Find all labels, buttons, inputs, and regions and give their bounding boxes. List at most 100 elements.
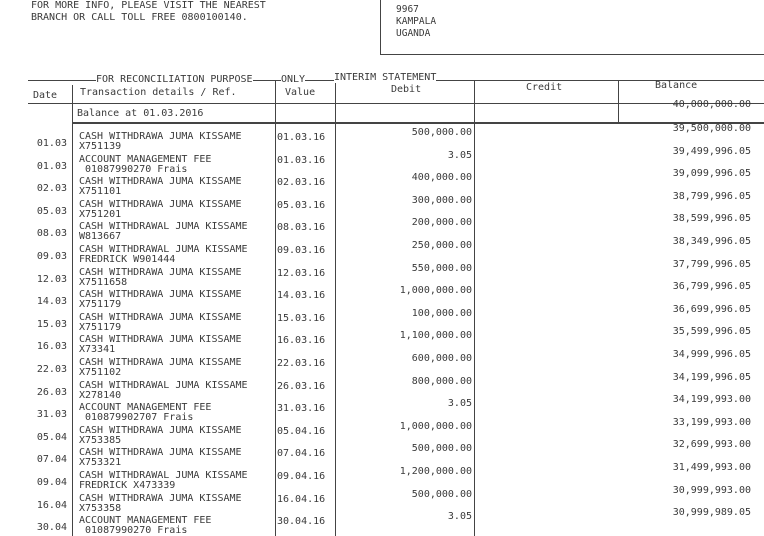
- row-value-date: 08.03.16: [277, 222, 326, 234]
- row-details: CASH WITHDRAWA JUMA KISSAME: [79, 357, 242, 368]
- header-details: Transaction details / Ref.: [80, 87, 237, 98]
- row-reference: 01087990270 Frais: [79, 525, 188, 536]
- row-debit: 800,000.00: [411, 375, 472, 387]
- row-details: CASH WITHDRAWA JUMA KISSAME: [79, 334, 242, 346]
- row-reference: X73341: [79, 344, 116, 356]
- row-debit: 600,000.00: [411, 353, 472, 364]
- row-debit: 200,000.00: [411, 217, 472, 229]
- row-debit: 3.05: [447, 149, 472, 161]
- row-debit: 400,000.00: [411, 172, 472, 184]
- row-debit: 250,000.00: [411, 240, 472, 251]
- row-balance: 33,199,993.00: [672, 416, 751, 428]
- row-reference: X751179: [79, 299, 122, 311]
- rule: [72, 122, 764, 124]
- row-debit: 3.05: [447, 511, 472, 523]
- row-balance: 39,499,996.05: [672, 145, 751, 157]
- row-balance: 38,799,996.05: [672, 190, 751, 202]
- row-debit: 1,000,000.00: [399, 285, 472, 297]
- row-value-date: 16.03.16: [277, 335, 326, 347]
- row-details: CASH WITHDRAWA JUMA KISSAME: [79, 447, 242, 459]
- row-reference: FREDRICK W901444: [79, 254, 176, 265]
- row-date: 22.03: [36, 364, 67, 375]
- row-details: ACCOUNT MANAGEMENT FEE: [79, 402, 212, 414]
- row-debit: 1,200,000.00: [399, 466, 472, 477]
- row-date: 09.04: [36, 477, 67, 488]
- row-date: 31.03: [36, 409, 67, 421]
- column-divider: [72, 85, 73, 536]
- row-date: 26.03: [36, 386, 67, 398]
- row-details: CASH WITHDRAWA JUMA KISSAME: [79, 131, 242, 142]
- banner: INTERIM STATEMENT: [334, 72, 437, 83]
- header-credit: Credit: [526, 82, 563, 93]
- row-date: 15.03: [36, 318, 67, 330]
- header-balance: Balance: [655, 80, 698, 91]
- address-line: UGANDA: [396, 28, 431, 39]
- row-value-date: 02.03.16: [277, 177, 326, 189]
- row-details: ACCOUNT MANAGEMENT FEE: [79, 153, 212, 165]
- header-debit: Debit: [391, 84, 422, 95]
- row-reference: X751201: [79, 208, 122, 220]
- row-debit: 300,000.00: [411, 194, 472, 206]
- row-date: 16.04: [36, 499, 67, 511]
- row-date: 08.03: [36, 228, 67, 240]
- row-date: 09.03: [36, 251, 67, 262]
- row-balance: 30,999,989.05: [672, 507, 751, 519]
- row-balance: 36,699,996.05: [672, 303, 751, 315]
- address-line: 9967: [396, 4, 419, 15]
- header-value: Value: [285, 87, 316, 98]
- row-value-date: 07.04.16: [277, 448, 326, 460]
- banner: FOR RECONCILIATION PURPOSE: [96, 74, 253, 85]
- row-debit: 100,000.00: [411, 307, 472, 319]
- row-details: CASH WITHDRAWAL JUMA KISSAME: [79, 470, 248, 481]
- row-reference: X751101: [79, 186, 122, 198]
- row-reference: X7511658: [79, 276, 128, 288]
- info-notice: FOR MORE INFO, PLEASE VISIT THE NEAREST B…: [31, 0, 266, 24]
- row-date: 30.04: [36, 522, 67, 534]
- row-value-date: 26.03.16: [277, 380, 326, 392]
- row-details: CASH WITHDRAWA JUMA KISSAME: [79, 198, 242, 210]
- row-reference: X751102: [79, 367, 122, 378]
- row-balance: 39,500,000.00: [672, 123, 751, 134]
- row-balance: 38,599,996.05: [672, 213, 751, 225]
- row-details: CASH WITHDRAWA JUMA KISSAME: [79, 424, 242, 436]
- row-value-date: 05.04.16: [277, 425, 326, 437]
- row-details: CASH WITHDRAWA JUMA KISSAME: [79, 266, 242, 278]
- row-value-date: 30.04.16: [277, 516, 326, 528]
- row-balance: 34,999,996.05: [672, 349, 751, 360]
- notice-line: FOR MORE INFO, PLEASE VISIT THE NEAREST: [31, 0, 266, 11]
- row-details: CASH WITHDRAWA JUMA KISSAME: [79, 176, 242, 188]
- row-debit: 1,100,000.00: [399, 330, 472, 342]
- row-value-date: 12.03.16: [277, 267, 326, 279]
- row-details: CASH WITHDRAWAL JUMA KISSAME: [79, 221, 248, 233]
- row-debit: 3.05: [447, 398, 472, 410]
- row-balance: 32,699,993.00: [672, 439, 751, 451]
- row-details: CASH WITHDRAWA JUMA KISSAME: [79, 311, 242, 323]
- column-divider: [335, 80, 336, 536]
- rule: [28, 103, 764, 104]
- row-balance: 34,199,996.05: [672, 371, 751, 383]
- row-reference: X753385: [79, 434, 122, 446]
- row-balance: 37,799,996.05: [672, 258, 751, 270]
- row-reference: X278140: [79, 389, 122, 401]
- row-value-date: 31.03.16: [277, 403, 326, 415]
- row-details: CASH WITHDRAWA JUMA KISSAME: [79, 289, 242, 301]
- row-value-date: 16.04.16: [277, 493, 326, 505]
- row-debit: 1,000,000.00: [399, 420, 472, 432]
- row-value-date: 09.03.16: [277, 245, 326, 256]
- row-value-date: 14.03.16: [277, 290, 326, 302]
- header-date: Date: [33, 90, 58, 101]
- column-divider: [474, 80, 475, 536]
- row-debit: 500,000.00: [411, 488, 472, 500]
- banner: ONLY: [281, 74, 306, 85]
- row-balance: 31,499,993.00: [672, 462, 751, 473]
- row-balance: 34,199,993.00: [672, 394, 751, 406]
- row-value-date: 15.03.16: [277, 312, 326, 324]
- row-reference: X751179: [79, 321, 122, 333]
- row-balance: 39,099,996.05: [672, 168, 751, 180]
- row-value-date: 09.04.16: [277, 471, 326, 482]
- opening-balance-label: Balance at 01.03.2016: [77, 108, 204, 119]
- row-reference: 01087990270 Frais: [79, 163, 188, 175]
- column-divider: [618, 80, 619, 123]
- row-reference: X753321: [79, 457, 122, 469]
- row-reference: 010879902707 Frais: [79, 412, 194, 424]
